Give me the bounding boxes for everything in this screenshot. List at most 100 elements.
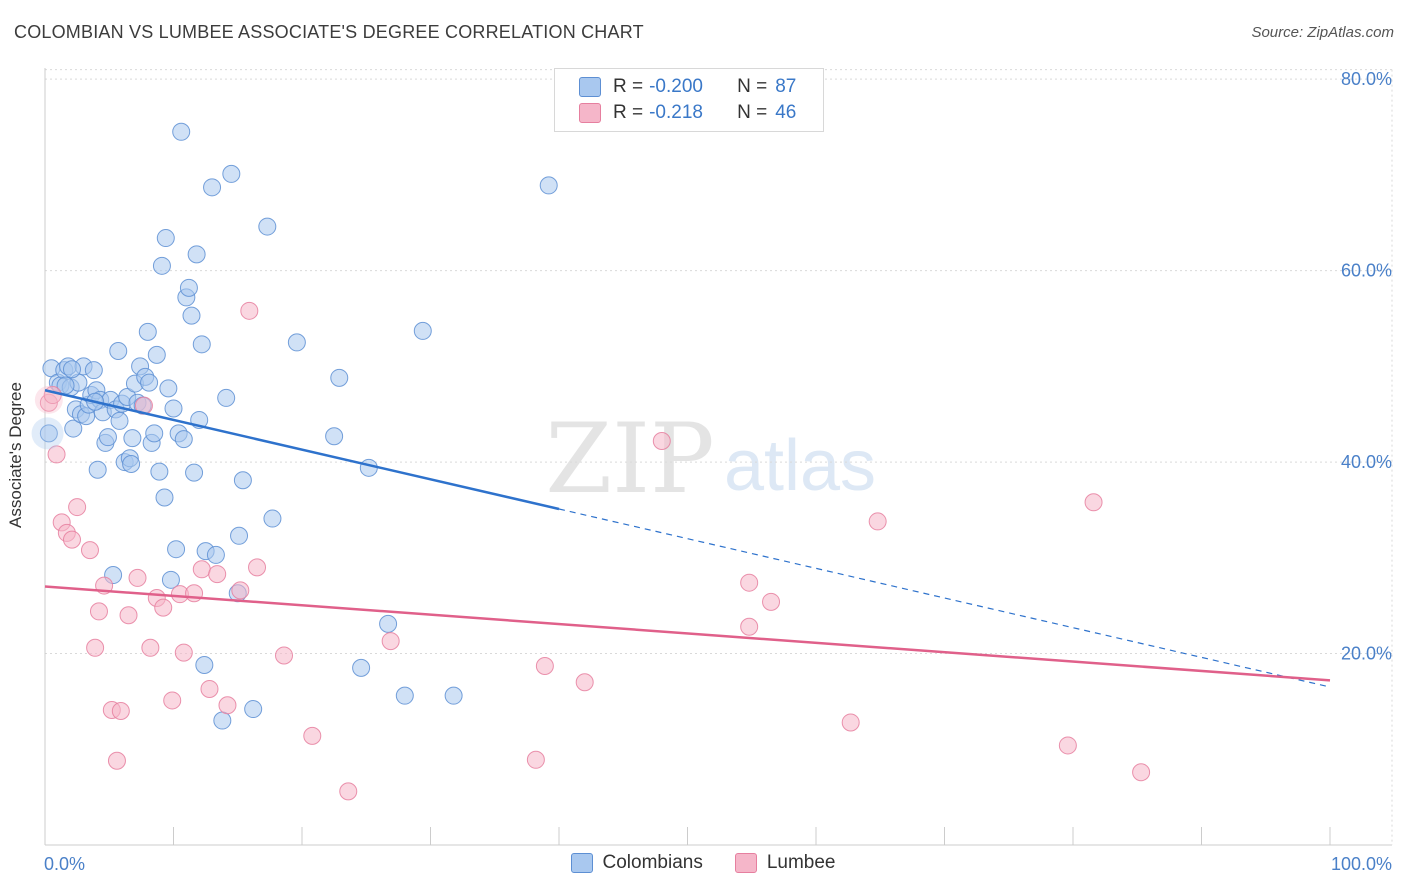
lumbee-point: [192, 560, 211, 579]
legend-n-value: 87: [775, 76, 797, 97]
y-tick-label: 40.0%: [1341, 452, 1392, 472]
legend-r-label: R =: [613, 76, 644, 97]
legend-row-colombians: R = -0.200 N = 87: [579, 75, 796, 99]
lumbee-point: [240, 301, 259, 320]
x-tick-label-max: 100.0%: [1331, 854, 1392, 874]
lumbee-point: [339, 782, 358, 801]
colombian-point: [164, 399, 183, 418]
lumbee-point: [740, 573, 759, 592]
legend-item-colombians[interactable]: Colombians: [570, 852, 703, 874]
legend-r-value: -0.200: [649, 76, 703, 97]
legend-item-lumbee[interactable]: Lumbee: [734, 852, 836, 874]
colombian-point: [122, 454, 141, 473]
chart-title: COLOMBIAN VS LUMBEE ASSOCIATE'S DEGREE C…: [14, 22, 644, 42]
colombian-point: [263, 509, 282, 528]
colombian-point: [217, 388, 236, 407]
colombian-point: [379, 614, 398, 633]
colombian-point: [167, 540, 186, 559]
lumbee-point: [163, 691, 182, 710]
lumbee-point: [231, 581, 250, 600]
colombian-point: [244, 700, 263, 719]
lumbee-point: [248, 558, 267, 577]
lumbee-point: [47, 445, 66, 464]
lumbee-point: [208, 565, 227, 584]
lumbee-point: [68, 498, 87, 517]
lumbee-point: [1132, 763, 1151, 782]
watermark-zip: ZIP: [545, 403, 714, 515]
colombian-point: [155, 488, 174, 507]
legend-swatch-lumbee: [734, 853, 757, 873]
lumbee-point: [107, 751, 126, 770]
y-axis-label: Associate's Degree: [6, 382, 25, 528]
colombian-point: [39, 424, 58, 443]
colombian-point: [258, 217, 277, 236]
y-tick-label: 20.0%: [1341, 644, 1392, 664]
legend-swatch-lumbee: [579, 103, 601, 123]
lumbee-point: [185, 584, 204, 603]
colombian-point: [352, 658, 371, 677]
colombian-point: [145, 424, 164, 443]
colombian-point: [147, 345, 166, 364]
legend-label-colombians: Colombians: [602, 852, 703, 873]
lumbee-point: [303, 726, 322, 745]
colombian-point: [138, 322, 157, 341]
colombian-point: [123, 429, 142, 448]
colombian-point: [159, 379, 178, 398]
colombian-point: [203, 178, 222, 197]
colombian-point: [325, 427, 344, 446]
colombian-point: [230, 526, 249, 545]
lumbee-point: [1084, 493, 1103, 512]
colombian-point: [195, 656, 214, 675]
lumbee-point: [89, 602, 108, 621]
colombian-point: [192, 335, 211, 354]
colombian-point: [172, 122, 191, 141]
colombian-point: [140, 373, 159, 392]
lumbee-trend-line: [44, 585, 1331, 682]
colombian-trend-line: [44, 389, 560, 511]
correlation-legend: R = -0.200 N = 87 R = -0.218 N = 46: [554, 68, 824, 132]
lumbee-point: [535, 656, 554, 675]
colombian-point: [110, 411, 129, 430]
colombian-point: [64, 419, 83, 438]
colombian-point: [109, 342, 128, 361]
lumbee-point: [841, 713, 860, 732]
legend-label-lumbee: Lumbee: [766, 852, 836, 873]
legend-swatch-colombians: [579, 77, 601, 97]
lumbee-point: [526, 750, 545, 769]
lumbee-point: [1058, 736, 1077, 755]
colombian-point: [152, 256, 171, 275]
lumbee-point: [652, 432, 671, 451]
lumbee-point: [275, 646, 294, 665]
colombian-point: [187, 245, 206, 264]
colombian-point: [98, 428, 117, 447]
lumbee-point: [141, 638, 160, 657]
colombian-point: [182, 306, 201, 325]
y-tick-label: 60.0%: [1341, 261, 1392, 281]
colombian-point: [444, 686, 463, 705]
y-tick-label: 80.0%: [1341, 69, 1392, 89]
watermark-atlas: atlas: [724, 426, 876, 506]
legend-row-lumbee: R = -0.218 N = 46: [579, 101, 796, 125]
legend-n-label: N =: [737, 102, 768, 123]
lumbee-point: [868, 512, 887, 531]
lumbee-point: [218, 696, 237, 715]
colombian-point: [179, 278, 198, 297]
colombian-point: [395, 686, 414, 705]
series-legend: Colombians Lumbee: [0, 852, 1406, 874]
colombian-point: [174, 430, 193, 449]
lumbee-point: [575, 673, 594, 692]
source-credit: Source: ZipAtlas.com: [1251, 24, 1394, 41]
lumbee-point: [86, 638, 105, 657]
colombian-point: [222, 164, 241, 183]
colombian-cluster: [31, 417, 64, 450]
colombian-point: [413, 321, 432, 340]
colombian-trend-extension: [558, 508, 1331, 688]
colombian-point: [150, 462, 169, 481]
lumbee-point: [128, 568, 147, 587]
colombian-point: [84, 361, 103, 380]
colombian-point: [156, 229, 175, 248]
lumbee-point: [154, 598, 173, 617]
lumbee-point: [174, 643, 193, 662]
colombian-point: [161, 570, 180, 589]
